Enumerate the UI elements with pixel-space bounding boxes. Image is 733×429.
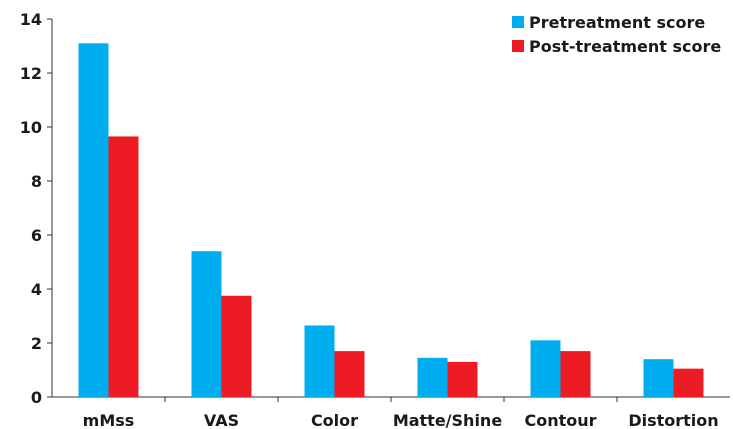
y-tick-label: 14 xyxy=(20,10,42,29)
category-label: VAS xyxy=(204,411,239,429)
y-tick-label: 10 xyxy=(20,118,42,137)
bar-post-treatment-color xyxy=(334,351,365,397)
bar-pretreatment-mmss xyxy=(78,43,109,398)
bar-pretreatment-matte-shine xyxy=(417,357,448,397)
bar-pretreatment-distortion xyxy=(643,359,674,397)
y-tick-label: 12 xyxy=(20,64,42,83)
bar-pretreatment-color xyxy=(304,325,335,397)
category-label: Color xyxy=(311,411,358,429)
category-label: Distortion xyxy=(628,411,718,429)
legend-label: Pretreatment score xyxy=(529,13,705,32)
bar-pretreatment-contour xyxy=(530,340,561,397)
bars xyxy=(78,43,704,398)
category-label: mMss xyxy=(83,411,135,429)
legend-label: Post-treatment score xyxy=(529,37,721,56)
x-axis: mMss VAS Color Matte/Shine Contour Distortion xyxy=(52,396,730,429)
legend-swatch xyxy=(512,40,524,52)
bar-pretreatment-vas xyxy=(191,251,222,397)
bar-post-treatment-contour xyxy=(560,351,591,397)
category-label: Matte/Shine xyxy=(393,411,503,429)
y-axis: 0 2 4 6 8 10 12 14 xyxy=(20,10,53,407)
y-tick-label: 0 xyxy=(31,388,42,407)
y-tick-label: 2 xyxy=(31,334,42,353)
bar-post-treatment-mmss xyxy=(108,136,139,397)
bar-post-treatment-distortion xyxy=(673,368,704,397)
category-label: Contour xyxy=(524,411,596,429)
legend-swatch xyxy=(512,16,524,28)
bar-post-treatment-vas xyxy=(221,295,252,397)
y-tick-label: 8 xyxy=(31,172,42,191)
legend: Pretreatment score Post-treatment score xyxy=(512,13,721,56)
y-tick-label: 4 xyxy=(31,280,42,299)
bar-post-treatment-matte-shine xyxy=(447,361,478,397)
y-tick-label: 6 xyxy=(31,226,42,245)
